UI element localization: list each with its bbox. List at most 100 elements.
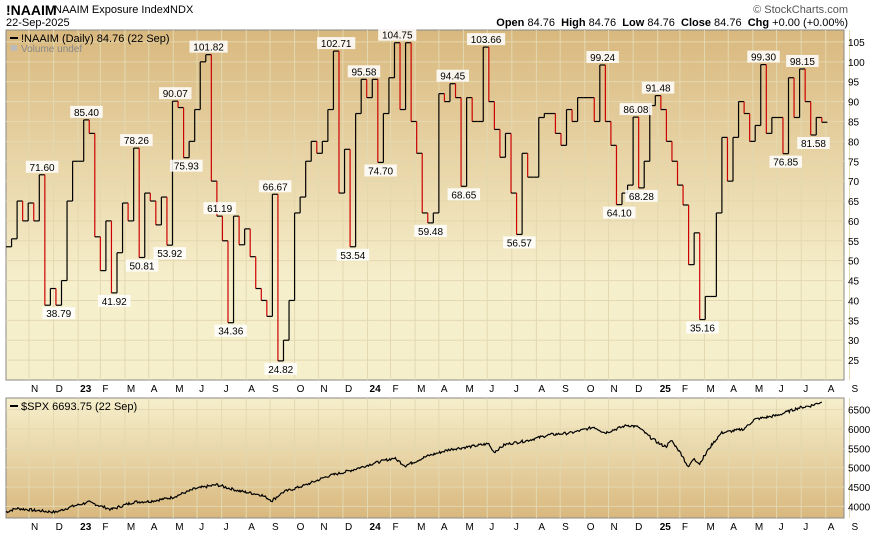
data-label: 94.45 [440, 72, 465, 83]
data-label-box [317, 37, 356, 50]
x-tick-label: S [562, 522, 569, 533]
data-label: 41.92 [102, 297, 127, 308]
x-tick-label: M [417, 384, 425, 395]
data-label: 99.30 [751, 53, 776, 64]
x-tick-label: S [272, 384, 279, 395]
x-tick-label: O [297, 384, 305, 395]
y-tick-label: 75 [848, 157, 860, 168]
data-label: 101.82 [193, 43, 224, 54]
data-label-box [189, 40, 228, 53]
x-tick-label: J [514, 522, 519, 533]
x-tick-label: 24 [370, 522, 382, 533]
x-tick-label: J [803, 384, 808, 395]
y-tick-label: 6500 [848, 406, 871, 417]
quote-high-label: High [561, 17, 586, 29]
data-label-box [625, 189, 658, 202]
y-tick-label: 4500 [848, 483, 871, 494]
data-label-box [153, 247, 186, 260]
data-label: 59.48 [418, 227, 443, 238]
data-label: 78.26 [124, 136, 149, 147]
x-tick-label: A [538, 384, 545, 395]
legend-label: !NAAIM (Daily) 84.76 (22 Sep) [21, 33, 170, 45]
data-label-box [641, 81, 675, 94]
data-label: 76.85 [773, 158, 798, 169]
x-tick-label: 23 [80, 522, 92, 533]
data-label: 74.70 [368, 166, 393, 177]
data-label: 85.40 [74, 108, 99, 119]
chart-exchange: INDX [167, 4, 194, 16]
quote-low-value: 84.76 [647, 17, 675, 29]
data-label: 81.58 [801, 139, 826, 150]
quote-low-label: Low [622, 17, 645, 29]
x-tick-label: M [465, 522, 473, 533]
data-label: 53.54 [340, 251, 365, 262]
x-tick-label: S [852, 384, 859, 395]
data-label: 68.65 [451, 190, 476, 201]
x-tick-label: D [56, 522, 63, 533]
quote-open-value: 84.76 [527, 17, 555, 29]
data-label-box [42, 307, 75, 320]
x-tick-label: M [706, 522, 714, 533]
x-tick-label: J [779, 522, 784, 533]
data-label-box [414, 224, 447, 237]
x-tick-label: D [56, 384, 63, 395]
x-tick-label: A [538, 522, 545, 533]
x-tick-label: J [489, 522, 494, 533]
data-label: 53.92 [157, 249, 182, 260]
x-tick-label: F [102, 384, 108, 395]
x-tick-label: A [248, 522, 255, 533]
x-tick-label: A [828, 522, 835, 533]
x-tick-label: M [417, 522, 425, 533]
y-tick-label: 4000 [848, 502, 871, 513]
x-tick-label: J [199, 384, 204, 395]
x-tick-label: 25 [660, 384, 672, 395]
data-label: 98.15 [790, 57, 815, 68]
y-tick-label: 100 [848, 58, 865, 69]
data-label: 35.16 [690, 324, 715, 335]
x-tick-label: D [345, 384, 352, 395]
quote-chg-label: Chg [747, 17, 770, 29]
x-tick-label: 24 [370, 384, 382, 395]
x-tick-label: N [320, 522, 327, 533]
data-label-box [602, 206, 636, 219]
data-label: 61.19 [207, 204, 232, 215]
data-label-box [264, 362, 297, 375]
data-label-box [159, 87, 192, 100]
data-label-box [336, 248, 370, 261]
x-tick-label: A [441, 522, 448, 533]
x-tick-label: 23 [80, 384, 92, 395]
quote-bar: Open 84.76 High 84.76 Low 84.76 Close 84… [496, 17, 848, 29]
chart-name: NAAIM Exposure Index [54, 4, 169, 16]
chart-watermark: © StockCharts.com [753, 4, 848, 16]
x-tick-label: A [730, 384, 737, 395]
x-tick-label: S [562, 384, 569, 395]
chart-date: 22-Sep-2025 [6, 17, 70, 29]
data-label-box [170, 159, 203, 172]
data-label-box [347, 65, 381, 78]
y-tick-label: 5000 [848, 464, 871, 475]
data-label-box [258, 180, 292, 193]
y-tick-label: 105 [848, 38, 865, 49]
x-tick-label: S [272, 522, 279, 533]
x-tick-label: O [587, 522, 595, 533]
data-label-box [214, 324, 248, 337]
data-label: 95.58 [351, 67, 376, 78]
y-tick-label: 70 [848, 177, 860, 188]
y-tick-label: 85 [848, 117, 860, 128]
data-label-box [747, 50, 780, 63]
x-tick-label: J [489, 384, 494, 395]
y-tick-label: 25 [848, 356, 860, 367]
x-tick-label: 25 [660, 522, 672, 533]
data-label-box [769, 155, 802, 168]
data-label: 103.66 [471, 35, 502, 46]
legend-volume-label: Volume undef [21, 44, 82, 55]
y-tick-label: 65 [848, 197, 860, 208]
x-tick-label: M [755, 384, 763, 395]
y-tick-label: 95 [848, 78, 860, 89]
x-tick-label: D [345, 522, 352, 533]
x-tick-label: A [730, 522, 737, 533]
x-tick-label: J [224, 522, 229, 533]
data-label: 56.57 [507, 238, 532, 249]
data-label-box [364, 164, 397, 177]
x-tick-label: M [127, 384, 135, 395]
